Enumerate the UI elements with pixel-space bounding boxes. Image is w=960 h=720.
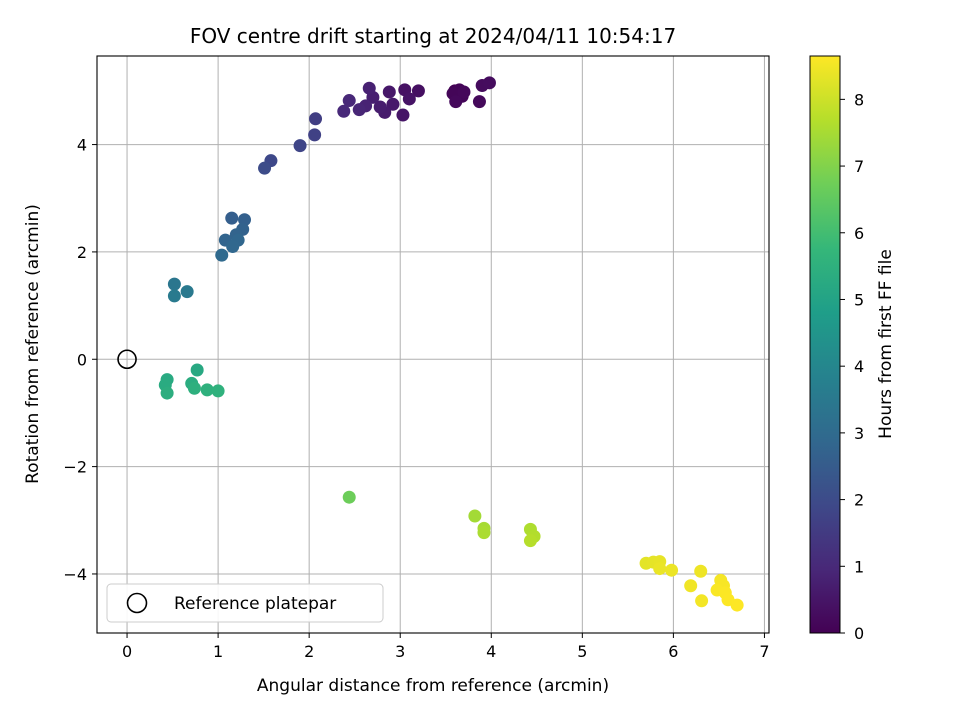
- data-point: [211, 384, 225, 398]
- data-point: [187, 381, 201, 395]
- data-point: [342, 490, 356, 504]
- x-tick-label: 6: [668, 642, 678, 661]
- data-point: [180, 285, 194, 299]
- data-point: [167, 277, 181, 291]
- plot-area: [96, 55, 770, 634]
- colorbar-tick-label: 3: [854, 424, 864, 443]
- colorbar-tick-label: 6: [854, 224, 864, 243]
- legend: Reference platepar: [106, 583, 384, 623]
- grid: [97, 56, 769, 633]
- data-point: [238, 213, 252, 227]
- data-point: [342, 94, 356, 108]
- colorbar: 0 1 2 3 4 5 6 7 8 Hours from first FF file: [809, 55, 896, 643]
- colorbar-tick-label: 1: [854, 557, 864, 576]
- x-tick-label: 7: [759, 642, 769, 661]
- data-point: [226, 240, 240, 254]
- data-point: [468, 509, 482, 523]
- data-point: [258, 161, 272, 175]
- colorbar-gradient: [809, 55, 841, 634]
- data-point: [695, 594, 709, 608]
- data-point: [337, 104, 351, 118]
- y-tick-label: −2: [63, 458, 87, 477]
- data-point: [482, 76, 496, 90]
- data-point: [386, 97, 400, 111]
- y-axis-label: Rotation from reference (arcmin): [23, 204, 43, 484]
- data-point: [653, 562, 667, 576]
- colorbar-tick-label: 7: [854, 157, 864, 176]
- data-point: [352, 103, 366, 117]
- colorbar-label: Hours from first FF file: [876, 249, 896, 439]
- data-point: [477, 526, 491, 540]
- data-point: [523, 534, 537, 548]
- data-point: [449, 95, 463, 109]
- y-tick-label: 4: [77, 136, 87, 155]
- chart-title: FOV centre drift starting at 2024/04/11 …: [190, 24, 676, 48]
- data-point: [160, 386, 174, 400]
- data-points: [158, 76, 744, 612]
- data-point: [167, 289, 181, 303]
- data-point: [684, 579, 698, 593]
- data-point: [373, 100, 387, 114]
- data-point: [694, 564, 708, 578]
- data-point: [730, 598, 744, 612]
- x-tick-label: 3: [395, 642, 405, 661]
- x-tick-label: 4: [486, 642, 496, 661]
- data-point: [411, 84, 425, 98]
- data-point: [472, 95, 486, 109]
- data-point: [190, 363, 204, 377]
- data-point: [293, 139, 307, 153]
- data-point: [308, 128, 322, 142]
- x-tick-label: 2: [304, 642, 314, 661]
- data-point: [225, 211, 239, 225]
- data-point: [382, 85, 396, 99]
- x-axis-label: Angular distance from reference (arcmin): [257, 676, 609, 696]
- data-point: [309, 112, 323, 126]
- data-point: [665, 563, 679, 577]
- colorbar-tick-label: 0: [854, 624, 864, 643]
- plot-frame: [96, 55, 770, 634]
- colorbar-tick-label: 2: [854, 491, 864, 510]
- reference-point: [117, 349, 137, 370]
- colorbar-ticks: 0 1 2 3 4 5 6 7 8: [840, 90, 864, 643]
- x-tick-label: 1: [213, 642, 223, 661]
- y-tick-label: 0: [77, 350, 87, 369]
- y-tick-label: 2: [77, 243, 87, 262]
- y-tick-label: −4: [63, 565, 87, 584]
- x-axis-ticks: 0 1 2 3 4 5 6 7: [122, 633, 770, 661]
- x-tick-label: 5: [577, 642, 587, 661]
- legend-marker: [126, 592, 148, 614]
- colorbar-tick-label: 5: [854, 290, 864, 309]
- colorbar-tick-label: 8: [854, 90, 864, 109]
- data-point: [200, 383, 214, 397]
- data-point: [362, 81, 376, 95]
- legend-box: [106, 583, 384, 623]
- data-point: [215, 248, 229, 262]
- y-axis-ticks: −4 −2 0 2 4: [63, 136, 97, 584]
- data-point: [402, 92, 416, 106]
- colorbar-tick-label: 4: [854, 357, 864, 376]
- data-point: [396, 108, 410, 122]
- data-point: [457, 85, 471, 99]
- legend-label: Reference platepar: [174, 594, 336, 614]
- x-tick-label: 0: [122, 642, 132, 661]
